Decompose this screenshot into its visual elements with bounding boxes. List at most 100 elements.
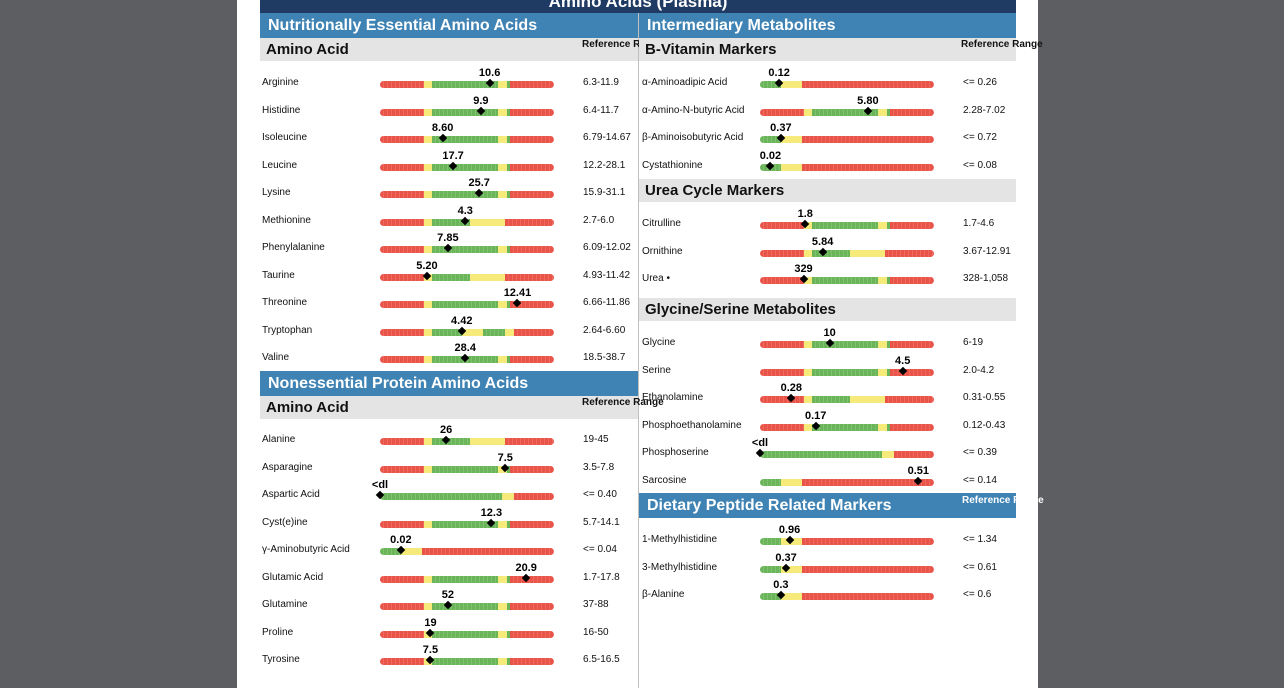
result-value: 7.5 xyxy=(497,451,513,464)
reference-range-value: 328-1,058 xyxy=(963,273,1009,284)
reference-range-value: <= 0.14 xyxy=(963,474,997,486)
range-segment xyxy=(510,465,554,473)
range-segment xyxy=(801,163,934,171)
table-row: Histidine 9.9 6.4-11.7 xyxy=(260,95,636,125)
reference-range-value: 4.93-11.42 xyxy=(583,269,631,281)
range-segment xyxy=(432,658,499,665)
reference-range-value: <= 0.6 xyxy=(963,589,992,600)
analyte-name: Lysine xyxy=(262,187,291,198)
section-title: Dietary Peptide Related Markers xyxy=(647,497,892,514)
range-bar xyxy=(760,451,934,458)
table-row: Taurine 5.20 4.93-11.42 xyxy=(260,259,636,290)
range-segment xyxy=(510,575,554,583)
table-row: α-Amino-N-butyric Acid 5.80 2.28-7.02 xyxy=(640,95,1016,125)
range-segment xyxy=(881,451,894,458)
range-segment xyxy=(498,191,507,198)
section-header-dietary: Dietary Peptide Related Markers Referenc… xyxy=(639,493,1044,518)
range-segment xyxy=(506,136,511,143)
analyte-name: Ethanolamine xyxy=(642,392,704,403)
table-row: Lysine 25.7 15.9-31.1 xyxy=(260,177,636,207)
result-value: 52 xyxy=(441,589,454,601)
range-segment xyxy=(498,575,507,583)
result-value: 0.37 xyxy=(775,551,797,564)
range-segment xyxy=(423,301,433,308)
range-segment xyxy=(878,222,887,229)
range-segment xyxy=(760,538,781,545)
range-bar xyxy=(380,191,554,198)
reference-range-value: <= 0.26 xyxy=(963,77,997,88)
range-segment xyxy=(432,273,471,281)
reference-range-header: Reference Range xyxy=(582,39,664,50)
range-segment xyxy=(380,163,424,171)
range-segment xyxy=(380,246,424,253)
result-value: 5.84 xyxy=(811,235,834,248)
analyte-name: Ornithine xyxy=(642,245,683,257)
range-segment xyxy=(513,493,554,500)
result-value: 5.20 xyxy=(416,259,438,272)
range-segment xyxy=(461,328,483,336)
reference-range-value: 1.7-4.6 xyxy=(963,218,995,229)
range-segment xyxy=(432,136,499,143)
range-segment xyxy=(423,438,433,445)
analyte-name: Glutamic Acid xyxy=(262,571,324,583)
result-value: 19 xyxy=(424,616,437,629)
result-value: <dl xyxy=(371,479,389,491)
analyte-name: Tyrosine xyxy=(262,654,300,665)
range-segment xyxy=(423,356,433,363)
result-value: 329 xyxy=(794,263,813,275)
range-segment xyxy=(801,136,934,143)
range-segment xyxy=(498,108,507,116)
range-segment xyxy=(850,249,886,257)
range-segment xyxy=(432,218,471,226)
range-segment xyxy=(380,81,424,88)
result-value: 7.5 xyxy=(422,644,439,656)
range-segment xyxy=(506,603,511,610)
analyte-name: β-Aminoisobutyric Acid xyxy=(642,132,744,143)
range-segment xyxy=(801,538,934,545)
range-segment xyxy=(432,520,499,528)
analyte-name: Urea • xyxy=(642,273,670,284)
range-segment xyxy=(878,108,887,116)
table-row: Aspartic Acid <dl <= 0.40 xyxy=(260,479,636,509)
table-row: Glutamic Acid 20.9 1.7-17.8 xyxy=(260,562,636,592)
range-segment xyxy=(506,81,511,88)
range-bar xyxy=(760,368,934,376)
range-segment xyxy=(423,246,433,253)
range-segment xyxy=(513,328,554,336)
range-segment xyxy=(501,493,514,500)
range-segment xyxy=(510,301,554,308)
reference-range-value: 37-88 xyxy=(583,599,609,610)
result-value: 4.42 xyxy=(451,314,473,327)
subheader-b-vitamin: B-Vitamin Markers Reference Range xyxy=(639,38,1043,61)
analyte-name: Phenylalanine xyxy=(262,242,325,253)
range-bar xyxy=(380,658,554,665)
range-bar xyxy=(760,478,934,486)
result-value: 0.28 xyxy=(780,382,803,394)
range-segment xyxy=(498,630,507,638)
range-segment xyxy=(510,81,554,88)
range-segment xyxy=(505,218,554,226)
range-segment xyxy=(506,246,511,253)
range-segment xyxy=(780,478,802,486)
range-segment xyxy=(432,438,471,445)
result-value: 12.3 xyxy=(480,506,503,519)
range-segment xyxy=(498,163,507,171)
range-segment xyxy=(498,301,507,308)
range-segment xyxy=(886,423,891,431)
range-segment xyxy=(506,191,511,198)
range-segment xyxy=(760,249,804,257)
range-segment xyxy=(432,81,499,88)
reference-range-value: <= 1.34 xyxy=(963,534,997,545)
subheader-label: Glycine/Serine Metabolites xyxy=(645,301,836,318)
range-segment xyxy=(506,575,511,583)
table-row: Glutamine 52 37-88 xyxy=(260,589,636,619)
range-segment xyxy=(886,108,891,116)
range-segment xyxy=(780,163,802,171)
result-value: 7.85 xyxy=(437,232,459,244)
range-bar xyxy=(380,273,554,281)
range-segment xyxy=(760,396,804,403)
range-bar xyxy=(760,396,934,403)
range-segment xyxy=(812,108,879,116)
table-row: Methionine 4.3 2.7-6.0 xyxy=(260,205,636,235)
result-value: 0.17 xyxy=(804,409,827,422)
